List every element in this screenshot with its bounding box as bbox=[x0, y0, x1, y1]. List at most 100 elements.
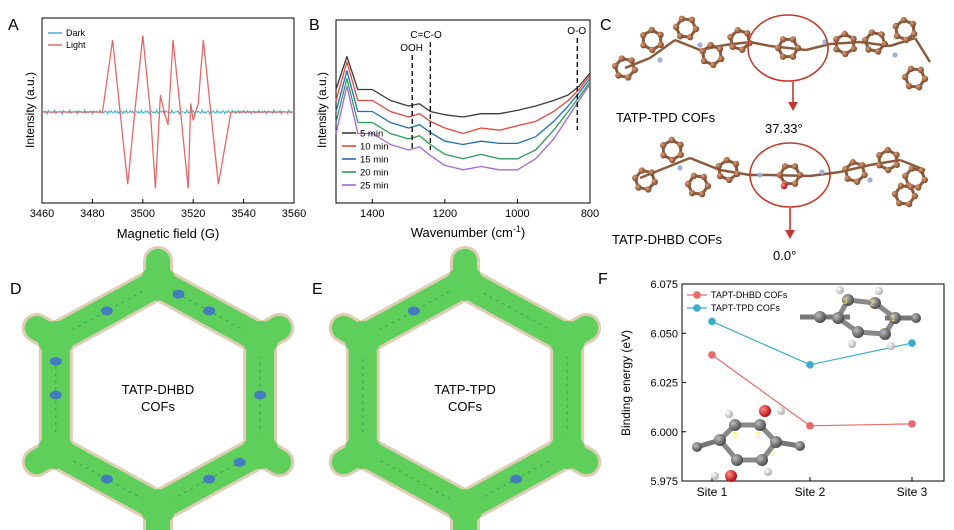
tpd-atom bbox=[716, 45, 724, 53]
dhbd-inset-atom bbox=[692, 442, 702, 452]
tpd-site-1: 1 bbox=[891, 314, 896, 323]
legend-dhbd-marker bbox=[693, 291, 701, 299]
legend-dark-label: Dark bbox=[66, 28, 86, 38]
dhbd-atom bbox=[644, 186, 652, 193]
tpd-atom bbox=[893, 32, 901, 40]
dhbd-atom bbox=[677, 151, 684, 158]
tpd-atom bbox=[624, 74, 632, 81]
dhbd-atom bbox=[677, 141, 684, 148]
legend-light-label: Light bbox=[66, 40, 86, 50]
dhbd-atom bbox=[776, 171, 784, 179]
panel-f-xtick-label: Site 2 bbox=[795, 485, 826, 499]
dhbd-bond bbox=[664, 156, 691, 170]
dhbd-atom bbox=[631, 174, 639, 182]
panel-b-series-1 bbox=[335, 55, 591, 118]
framework-blue-region bbox=[407, 306, 420, 316]
dhbd-atom bbox=[638, 167, 646, 174]
panel-b-letter: B bbox=[309, 17, 320, 34]
panel-f-ytick-label: 6.075 bbox=[650, 279, 678, 291]
framework-blue-region bbox=[233, 457, 246, 467]
panel-a-letter: A bbox=[8, 17, 19, 34]
tpd-atom bbox=[718, 55, 725, 63]
dhbd-atom bbox=[726, 176, 733, 184]
panel-b-legend-label: 20 min bbox=[360, 168, 389, 179]
panel-f-legend: TAPT-DHBD COFs TAPT-TPD COFs bbox=[687, 290, 788, 313]
dhbd-atom bbox=[842, 165, 849, 173]
tpd-atom bbox=[909, 20, 917, 28]
dhbd-inset-molecule: 3 2 1 bbox=[692, 405, 805, 482]
tpd-bond bbox=[829, 40, 861, 46]
tpd-inset-atom bbox=[842, 294, 854, 306]
tpd-atom bbox=[734, 27, 741, 34]
panel-f-point bbox=[806, 360, 814, 369]
dhbd-ring-highlight bbox=[749, 142, 831, 208]
dhbd-inset-ring bbox=[716, 422, 780, 463]
tpd-nitrogen bbox=[892, 52, 898, 58]
tpd-bond bbox=[624, 56, 651, 70]
panel-b-xlabel-exp: -1 bbox=[513, 224, 521, 234]
panel-b: B Intensity (a.u.) Wavenumber (cm-1) 140… bbox=[309, 17, 599, 240]
panel-e-label-1: TATP-TPD bbox=[434, 382, 496, 397]
panel-f-yticks: 5.975 6.000 6.025 6.050 6.075 bbox=[650, 279, 686, 488]
tpd-atom bbox=[686, 33, 694, 41]
dhbd-atom bbox=[891, 190, 899, 198]
tpd-atom bbox=[794, 44, 802, 52]
tpd-atom bbox=[631, 66, 639, 74]
panel-b-series-4 bbox=[335, 77, 591, 160]
tpd-atom bbox=[850, 45, 857, 52]
dhbd-atom bbox=[884, 146, 891, 154]
dhbd-inset-atom bbox=[731, 454, 743, 466]
dhbd-inset-atom bbox=[729, 419, 741, 431]
framework-node-core bbox=[242, 433, 279, 470]
framework-node-core bbox=[37, 433, 74, 470]
panel-f-point bbox=[708, 317, 716, 326]
panel-b-series bbox=[335, 55, 591, 171]
panel-a-xtick-label: 3540 bbox=[231, 208, 255, 220]
dhbd-atom bbox=[908, 165, 916, 172]
dhbd-atom bbox=[907, 183, 915, 191]
panel-b-xtick-label: 1000 bbox=[505, 208, 529, 220]
panel-f-ylabel: Binding energy (eV) bbox=[619, 330, 633, 436]
dhbd-framework-surface bbox=[21, 245, 295, 530]
dhbd-bond bbox=[689, 156, 721, 172]
tpd-atom bbox=[900, 16, 907, 24]
tpd-atom bbox=[842, 50, 849, 58]
panel-f-ytick-label: 5.975 bbox=[650, 476, 678, 488]
dhbd-atom bbox=[700, 173, 708, 181]
tpd-atom bbox=[921, 75, 929, 83]
dhbd-nitrogen bbox=[867, 177, 873, 183]
framework-blue-region bbox=[254, 390, 267, 400]
framework-node-core bbox=[140, 489, 176, 526]
tpd-inset-atom bbox=[869, 297, 881, 309]
dhbd-atom bbox=[861, 171, 868, 179]
framework-node-core bbox=[549, 433, 586, 470]
tpd-atom bbox=[789, 36, 797, 43]
tpd-bond bbox=[649, 38, 676, 60]
tpd-inset-h bbox=[848, 340, 856, 348]
panel-a-xticks: 3460 3480 3500 3520 3540 3560 bbox=[30, 199, 306, 220]
tpd-label: TATP-TPD COFs bbox=[616, 110, 716, 125]
tpd-inset-h bbox=[875, 287, 883, 295]
dhbd-atom bbox=[921, 176, 929, 184]
legend-dhbd-label: TAPT-DHBD COFs bbox=[711, 290, 788, 300]
dhbd-inset-h bbox=[764, 468, 772, 476]
tpd-bond bbox=[674, 38, 701, 52]
tpd-atom bbox=[911, 30, 918, 38]
tpd-atom bbox=[861, 36, 869, 44]
framework-blue-region bbox=[172, 289, 185, 299]
panel-d-letter: D bbox=[10, 281, 22, 298]
tpd-inset-atom bbox=[852, 326, 864, 338]
tpd-atom bbox=[707, 41, 714, 49]
dhbd-site-1: 1 bbox=[771, 449, 776, 458]
panel-f-xticks: Site 1 Site 2 Site 3 bbox=[697, 477, 928, 499]
framework-blue-region bbox=[100, 474, 113, 484]
dhbd-inset-oxygen bbox=[725, 470, 737, 482]
dhbd-atom bbox=[791, 180, 799, 187]
dhbd-atom bbox=[911, 192, 919, 200]
dhbd-atom bbox=[648, 169, 655, 176]
tpd-atom bbox=[779, 36, 787, 43]
tpd-inset-atom bbox=[832, 312, 844, 324]
tpd-bond bbox=[889, 36, 916, 48]
dhbd-inset-atom bbox=[754, 419, 766, 431]
tpd-atom bbox=[915, 83, 923, 91]
